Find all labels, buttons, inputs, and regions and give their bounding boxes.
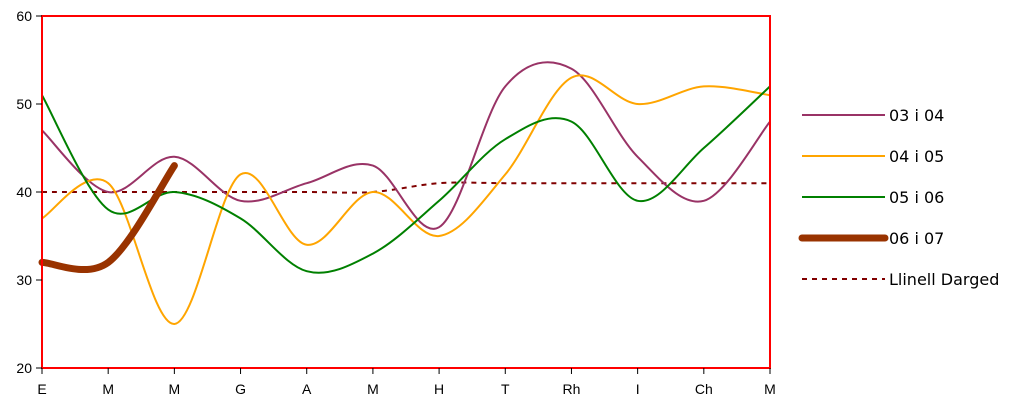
x-tick-label: I [636,381,640,397]
legend-item-04-i-05: 04 i 05 [802,147,944,166]
legend: 03 i 04 04 i 05 05 i 06 06 i 07 Llinell Darg… [798,106,999,289]
y-tick-label: 60 [16,8,32,24]
x-tick-label: M [169,381,181,397]
series-line-06-i-07 [38,162,178,274]
legend-item-03-i-04: 03 i 04 [802,106,944,125]
legend-label: 03 i 04 [889,106,944,125]
x-tick-label: T [501,381,510,397]
x-tick-label: M [367,381,379,397]
x-tick-label: M [764,381,776,397]
legend-label: 05 i 06 [889,188,944,207]
legend-item-llinell-darged: Llinell Darged [802,270,999,289]
legend-item-06-i-07: 06 i 07 [798,229,944,248]
series-line-04-i-05 [41,74,771,326]
y-tick-label: 50 [16,96,32,112]
series-line-03-i-04 [41,61,771,230]
x-tick-label: H [434,381,444,397]
legend-label: Llinell Darged [889,270,999,289]
legend-item-05-i-06: 05 i 06 [802,188,944,207]
x-tick-label: Rh [563,381,581,397]
axis-layer: 20 30 40 50 60 E M M G A M H T Rh I Ch M [16,8,775,397]
x-tick-label: Ch [695,381,713,397]
x-tick-label: A [302,381,312,397]
x-tick-label: E [37,381,46,397]
y-tick-label: 30 [16,272,32,288]
y-tick-label: 20 [16,360,32,376]
x-tick-label: G [235,381,246,397]
y-tick-label: 40 [16,184,32,200]
series-line-llinell-darged [41,181,770,194]
legend-label: 06 i 07 [889,229,944,248]
legend-label: 04 i 05 [889,147,944,166]
x-tick-label: M [102,381,114,397]
series-layer [38,61,771,326]
